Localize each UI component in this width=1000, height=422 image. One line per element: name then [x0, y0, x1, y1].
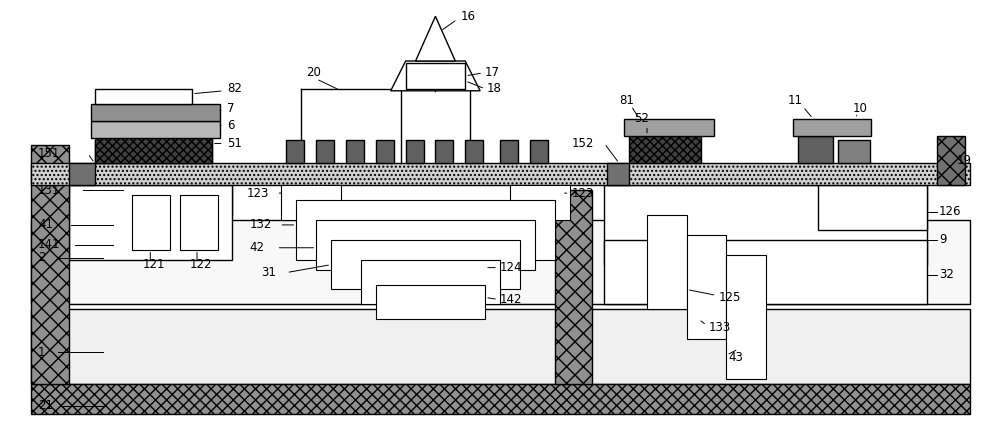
- Text: 32: 32: [939, 268, 954, 281]
- Bar: [465, 141, 483, 163]
- Text: 10: 10: [853, 102, 868, 115]
- Bar: [316, 141, 334, 163]
- Bar: [629, 135, 701, 163]
- Bar: [31, 220, 970, 304]
- Bar: [31, 384, 970, 414]
- Bar: [624, 119, 714, 135]
- Text: 1: 1: [38, 346, 46, 359]
- Bar: [555, 190, 592, 384]
- Bar: [726, 255, 766, 379]
- Text: 123: 123: [247, 187, 269, 200]
- Text: 9: 9: [939, 233, 947, 246]
- Bar: [69, 185, 232, 260]
- Text: 21: 21: [38, 399, 53, 412]
- Bar: [286, 141, 304, 163]
- Text: 125: 125: [719, 291, 741, 304]
- Bar: [69, 163, 95, 185]
- Bar: [91, 104, 220, 121]
- Text: 151: 151: [38, 147, 60, 160]
- Bar: [132, 195, 170, 250]
- Text: 141: 141: [38, 238, 61, 251]
- Text: 131: 131: [38, 184, 60, 197]
- Text: 17: 17: [485, 66, 500, 79]
- Bar: [510, 185, 570, 220]
- Bar: [838, 141, 870, 163]
- Bar: [406, 63, 465, 89]
- Text: 16: 16: [460, 10, 475, 23]
- Text: 11: 11: [788, 94, 803, 107]
- Bar: [435, 141, 453, 163]
- Bar: [69, 185, 232, 215]
- Bar: [500, 141, 518, 163]
- Text: 52: 52: [634, 112, 649, 125]
- Bar: [31, 146, 69, 384]
- Text: 19: 19: [957, 154, 972, 167]
- Text: 2: 2: [38, 251, 46, 264]
- Bar: [604, 240, 927, 304]
- Bar: [31, 163, 970, 185]
- Bar: [316, 220, 535, 270]
- Text: 133: 133: [709, 321, 731, 334]
- Bar: [687, 235, 726, 339]
- Bar: [95, 89, 192, 104]
- Bar: [607, 163, 629, 185]
- Text: 152: 152: [572, 137, 594, 150]
- Bar: [406, 141, 424, 163]
- Text: 142: 142: [500, 293, 522, 306]
- Text: 82: 82: [227, 82, 242, 95]
- Text: 43: 43: [728, 351, 743, 363]
- Bar: [95, 141, 212, 163]
- Bar: [604, 185, 927, 265]
- Text: 121: 121: [142, 258, 165, 271]
- Bar: [937, 135, 965, 185]
- Bar: [798, 135, 833, 163]
- Bar: [793, 119, 871, 135]
- Polygon shape: [391, 61, 480, 91]
- Bar: [95, 135, 212, 163]
- Bar: [647, 215, 687, 309]
- Bar: [331, 240, 520, 289]
- Text: 122: 122: [190, 258, 213, 271]
- Text: 42: 42: [250, 241, 265, 254]
- Bar: [281, 185, 341, 220]
- Bar: [346, 141, 364, 163]
- Text: 51: 51: [227, 137, 242, 150]
- Text: 6: 6: [227, 119, 234, 132]
- Text: 123: 123: [572, 187, 594, 200]
- Text: 81: 81: [619, 94, 634, 107]
- Text: 20: 20: [306, 66, 321, 79]
- Text: 7: 7: [227, 102, 234, 115]
- Bar: [296, 200, 555, 260]
- Bar: [376, 141, 394, 163]
- Bar: [530, 141, 548, 163]
- Bar: [69, 185, 123, 240]
- Text: 18: 18: [487, 82, 502, 95]
- Bar: [818, 185, 927, 230]
- Bar: [376, 284, 485, 319]
- Bar: [31, 309, 970, 384]
- Bar: [91, 121, 220, 138]
- Text: 126: 126: [939, 206, 962, 219]
- Text: 132: 132: [250, 219, 272, 231]
- Bar: [361, 260, 500, 304]
- Text: 41: 41: [38, 219, 53, 231]
- Text: 31: 31: [262, 266, 276, 279]
- Bar: [180, 195, 218, 250]
- Polygon shape: [416, 16, 455, 61]
- Text: 124: 124: [500, 261, 522, 274]
